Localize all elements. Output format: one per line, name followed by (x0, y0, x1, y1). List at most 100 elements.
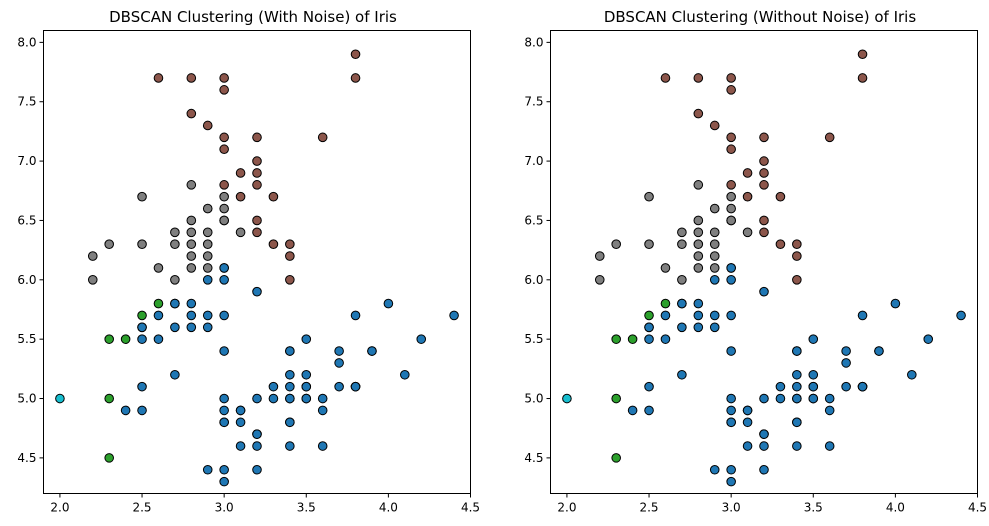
data-point (317, 405, 328, 416)
data-point (792, 441, 802, 451)
axes-frame (550, 30, 978, 494)
data-point (726, 476, 736, 487)
data-point (202, 203, 213, 214)
data-point (285, 441, 295, 451)
data-point (660, 73, 671, 83)
data-point (726, 144, 736, 155)
data-point (611, 239, 621, 249)
data-point (202, 263, 213, 273)
data-point (219, 263, 229, 273)
data-point (219, 215, 229, 226)
data-point (252, 156, 262, 166)
data-point (759, 168, 769, 178)
data-point (186, 227, 197, 238)
data-point (301, 381, 312, 392)
data-point (252, 393, 262, 404)
data-point (170, 239, 180, 249)
data-point (693, 310, 704, 321)
data-point (709, 239, 720, 249)
data-point (285, 369, 295, 380)
data-point (709, 263, 720, 273)
data-point (219, 180, 229, 190)
data-point (759, 464, 769, 475)
data-point (252, 132, 262, 143)
data-point (759, 227, 769, 238)
data-point (562, 393, 572, 404)
data-point (792, 239, 802, 249)
data-point (792, 417, 802, 428)
data-point (137, 322, 147, 333)
data-point (726, 191, 736, 202)
data-point (890, 298, 901, 309)
data-point (301, 393, 312, 404)
data-point (644, 334, 654, 344)
data-point (644, 322, 654, 333)
data-point (334, 358, 344, 368)
data-point (693, 215, 704, 226)
x-tick-label: 4.5 (968, 501, 987, 515)
y-tick-label: 6.0 (524, 273, 543, 287)
data-point (841, 358, 851, 368)
data-point (693, 180, 704, 190)
data-point (742, 168, 753, 178)
data-point (334, 346, 344, 356)
data-point (137, 191, 147, 202)
data-point (824, 393, 835, 404)
data-point (824, 405, 835, 416)
data-point (742, 405, 753, 416)
data-point (677, 322, 687, 333)
data-point (87, 251, 98, 261)
chart-with-noise: DBSCAN Clustering (With Noise) of Iris 2… (17, 8, 480, 515)
data-point (202, 275, 213, 285)
data-point (726, 464, 736, 475)
data-point (186, 73, 197, 83)
data-point (252, 286, 262, 297)
data-point (726, 275, 736, 285)
data-point (759, 215, 769, 226)
data-point (726, 263, 736, 273)
data-point (104, 239, 114, 249)
data-point (759, 429, 769, 439)
data-point (611, 393, 621, 404)
y-axis: 4.5 5.0 5.5 6.0 6.5 7.0 7.5 8.0 (524, 35, 551, 465)
data-point (202, 239, 213, 249)
x-tick-label: 3.5 (804, 501, 823, 515)
data-point (285, 417, 295, 428)
y-tick-label: 5.0 (524, 392, 543, 406)
data-point (285, 346, 295, 356)
data-point (726, 310, 736, 321)
data-point (252, 464, 262, 475)
data-point (137, 334, 147, 344)
data-point (841, 381, 851, 392)
data-point (759, 393, 769, 404)
data-point (202, 322, 213, 333)
axes-frame (43, 30, 471, 494)
data-point (824, 132, 835, 143)
chart-title: DBSCAN Clustering (Without Noise) of Iri… (604, 8, 916, 26)
data-point (857, 49, 868, 60)
data-point (709, 275, 720, 285)
data-point (383, 298, 394, 309)
data-point (268, 191, 279, 202)
data-point (202, 310, 213, 321)
data-point (742, 441, 753, 451)
data-point (55, 393, 65, 404)
y-tick-label: 7.0 (524, 154, 543, 168)
data-point (792, 251, 802, 261)
data-point (594, 251, 605, 261)
data-point (186, 215, 197, 226)
data-point (153, 334, 164, 344)
data-point (137, 310, 147, 321)
data-point (956, 310, 966, 321)
data-point (202, 464, 213, 475)
x-tick-label: 2.0 (557, 501, 576, 515)
data-point (219, 275, 229, 285)
data-point (350, 49, 361, 60)
data-point (808, 393, 819, 404)
x-tick-label: 2.0 (50, 501, 69, 515)
data-point (400, 369, 410, 380)
data-point (841, 346, 851, 356)
scatter-points (562, 49, 966, 487)
x-tick-label: 4.0 (379, 501, 398, 515)
data-point (693, 73, 704, 83)
